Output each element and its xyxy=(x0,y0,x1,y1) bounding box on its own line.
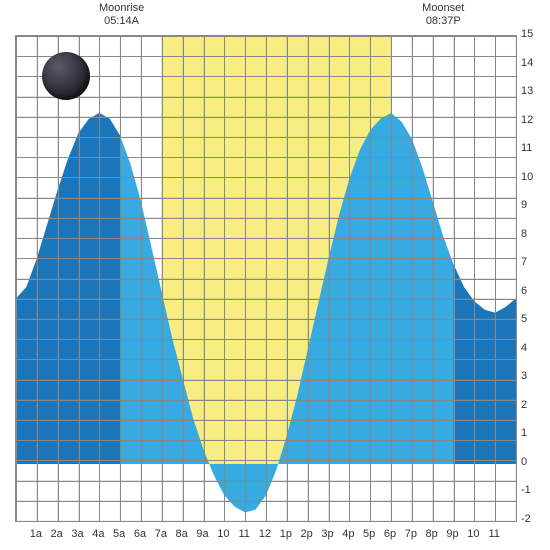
x-tick: 3a xyxy=(71,528,83,540)
grid-v xyxy=(516,36,517,521)
x-tick: 1a xyxy=(30,528,42,540)
y-tick: 13 xyxy=(521,85,533,97)
x-tick: 11 xyxy=(238,528,249,540)
x-tick: 1p xyxy=(280,528,292,540)
moon-phase-icon xyxy=(42,52,90,100)
grid-h xyxy=(16,299,516,300)
x-tick: 4p xyxy=(342,528,354,540)
moonrise-time: 05:14A xyxy=(99,15,144,28)
y-tick: 8 xyxy=(521,228,527,240)
grid-h xyxy=(16,238,516,239)
y-tick: 11 xyxy=(521,142,532,154)
grid-h xyxy=(16,157,516,158)
y-tick: 14 xyxy=(521,57,533,69)
y-tick: 10 xyxy=(521,171,533,183)
grid-h xyxy=(16,177,516,178)
y-tick: 7 xyxy=(521,256,527,268)
grid-h xyxy=(16,279,516,280)
moonset-time: 08:37P xyxy=(422,15,464,28)
x-tick: 8a xyxy=(176,528,188,540)
x-tick: 7p xyxy=(405,528,417,540)
y-tick: 0 xyxy=(521,456,527,468)
grid-h xyxy=(16,521,516,522)
y-tick: 6 xyxy=(521,285,527,297)
moonrise-label: Moonrise 05:14A xyxy=(99,2,144,28)
y-tick: 2 xyxy=(521,399,527,411)
x-tick: 3p xyxy=(321,528,333,540)
grid-h xyxy=(16,481,516,482)
grid-h xyxy=(16,400,516,401)
x-tick: 2a xyxy=(51,528,63,540)
grid-h xyxy=(16,76,516,77)
grid-h xyxy=(16,460,516,461)
x-tick: 8p xyxy=(426,528,438,540)
y-tick: 4 xyxy=(521,342,527,354)
x-tick: 9a xyxy=(196,528,208,540)
grid-h xyxy=(16,319,516,320)
x-tick: 6a xyxy=(134,528,146,540)
x-tick: 10 xyxy=(217,528,229,540)
grid-h xyxy=(16,440,516,441)
y-tick: 9 xyxy=(521,199,527,211)
tide-area-dark-am xyxy=(16,113,120,464)
moonset-title: Moonset xyxy=(422,2,464,15)
x-tick: 10 xyxy=(467,528,479,540)
y-tick: 3 xyxy=(521,370,527,382)
y-tick: 1 xyxy=(521,427,527,439)
grid-h xyxy=(16,137,516,138)
grid-h xyxy=(16,117,516,118)
moonset-label: Moonset 08:37P xyxy=(422,2,464,28)
x-tick: 4a xyxy=(92,528,104,540)
grid-h xyxy=(16,218,516,219)
x-tick: 5p xyxy=(363,528,375,540)
x-tick: 9p xyxy=(446,528,458,540)
x-tick: 11 xyxy=(488,528,499,540)
x-tick: 5a xyxy=(113,528,125,540)
grid-h xyxy=(16,339,516,340)
x-tick: 12 xyxy=(259,528,271,540)
grid-h xyxy=(16,198,516,199)
y-tick: 15 xyxy=(521,28,533,40)
grid-h xyxy=(16,359,516,360)
grid-h xyxy=(16,420,516,421)
y-tick: -2 xyxy=(521,513,531,525)
tide-chart: Moonrise 05:14A Moonset 08:37P -2-101234… xyxy=(0,0,550,550)
plot-area xyxy=(15,35,517,522)
tide-area-dark-pm xyxy=(454,264,517,464)
grid-h xyxy=(16,258,516,259)
moonrise-title: Moonrise xyxy=(99,2,144,15)
grid-h xyxy=(16,56,516,57)
grid-h xyxy=(16,97,516,98)
grid-h xyxy=(16,380,516,381)
y-tick: 5 xyxy=(521,313,527,325)
x-tick: 7a xyxy=(155,528,167,540)
y-tick: 12 xyxy=(521,114,533,126)
grid-h xyxy=(16,501,516,502)
x-tick: 6p xyxy=(384,528,396,540)
grid-h xyxy=(16,36,516,37)
y-tick: -1 xyxy=(521,484,531,496)
x-tick: 2p xyxy=(301,528,313,540)
